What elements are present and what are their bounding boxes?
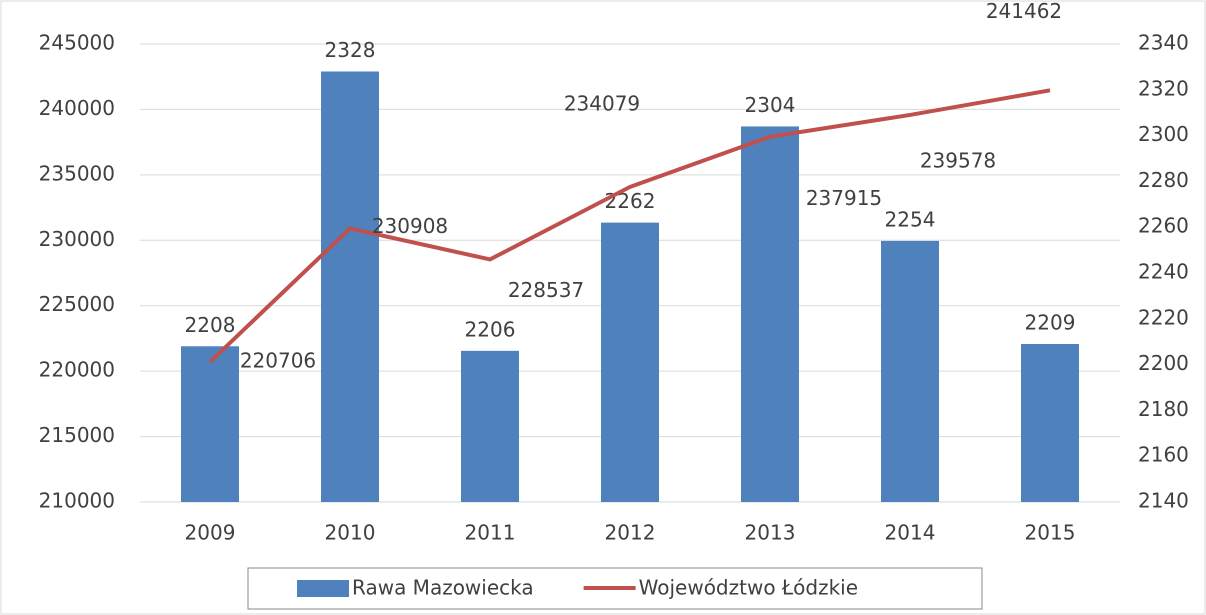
bar-value-label: 2206 <box>465 317 516 341</box>
y-tick-label: 225000 <box>39 292 115 316</box>
x-tick-label: 2012 <box>605 521 656 545</box>
bar <box>321 71 379 502</box>
y2-tick-label: 2340 <box>1138 31 1189 55</box>
y2-tick-label: 2280 <box>1138 168 1189 192</box>
y2-tick-label: 2200 <box>1138 351 1189 375</box>
bar <box>601 222 659 502</box>
bar <box>881 240 939 502</box>
y-tick-label: 245000 <box>39 31 115 55</box>
x-tick-label: 2014 <box>885 521 936 545</box>
bar <box>181 346 239 502</box>
y2-tick-label: 2220 <box>1138 305 1189 329</box>
legend-swatch <box>297 580 349 597</box>
line-value-label: 237915 <box>806 186 882 210</box>
y2-tick-label: 2160 <box>1138 443 1189 467</box>
y-tick-label: 210000 <box>39 489 115 513</box>
x-tick-label: 2009 <box>185 521 236 545</box>
x-tick-label: 2010 <box>325 521 376 545</box>
line-value-label: 241462 <box>986 0 1062 23</box>
bar-value-label: 2328 <box>325 38 376 62</box>
y2-tick-label: 2140 <box>1138 489 1189 513</box>
bar-value-label: 2262 <box>605 189 656 213</box>
line-value-label: 234079 <box>564 91 640 115</box>
y2-tick-label: 2240 <box>1138 260 1189 284</box>
bar-value-label: 2304 <box>745 93 796 117</box>
line <box>208 88 1051 364</box>
bar-value-label: 2254 <box>885 207 936 231</box>
y-tick-label: 220000 <box>39 358 115 382</box>
line-value-label: 230908 <box>372 214 448 238</box>
bar <box>1021 343 1079 502</box>
line-value-label: 220706 <box>240 348 316 372</box>
y2-tick-label: 2180 <box>1138 397 1189 421</box>
x-tick-label: 2015 <box>1025 521 1076 545</box>
x-tick-label: 2013 <box>745 521 796 545</box>
bar <box>741 126 799 502</box>
line-value-label: 239578 <box>920 148 996 172</box>
bar-value-label: 2209 <box>1025 310 1076 334</box>
bar-value-label: 2208 <box>185 313 236 337</box>
line-value-label: 228537 <box>508 278 584 302</box>
y2-tick-label: 2300 <box>1138 122 1189 146</box>
y-tick-label: 230000 <box>39 227 115 251</box>
bar <box>461 350 519 502</box>
y-tick-label: 235000 <box>39 161 115 185</box>
y-tick-label: 215000 <box>39 423 115 447</box>
legend-label: Województwo Łódzkie <box>639 576 858 600</box>
x-tick-label: 2011 <box>465 521 516 545</box>
legend-label: Rawa Mazowiecka <box>352 576 534 600</box>
y2-tick-label: 2260 <box>1138 214 1189 238</box>
y-tick-label: 240000 <box>39 96 115 120</box>
y2-tick-label: 2320 <box>1138 76 1189 100</box>
